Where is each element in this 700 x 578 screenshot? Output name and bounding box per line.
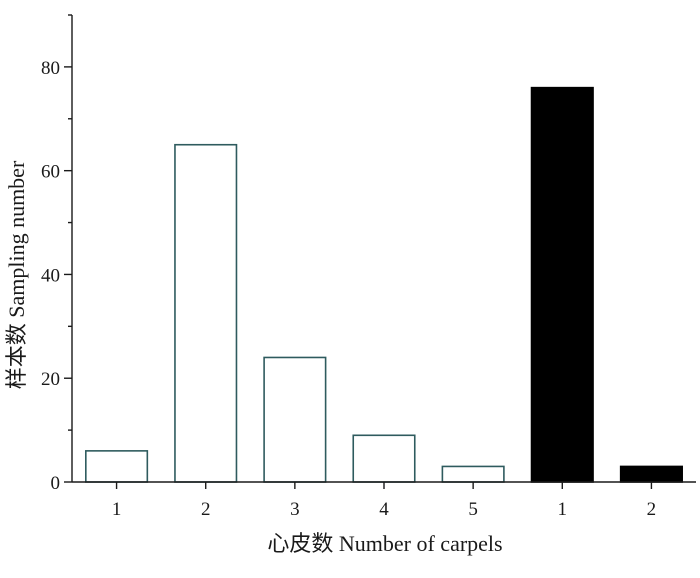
y-tick-label: 60 — [41, 162, 60, 183]
x-tick-label: 2 — [647, 499, 657, 520]
bars — [85, 86, 683, 483]
bar — [530, 86, 594, 483]
x-tick-label: 1 — [112, 499, 122, 520]
bar — [174, 143, 238, 483]
y-axis-tick-labels: 0 20 40 60 80 — [41, 58, 60, 494]
x-axis-tick-labels: 1 2 3 4 5 1 2 — [112, 499, 656, 520]
x-axis-ticks — [115, 482, 653, 489]
y-axis-label: 样本数 Sampling number — [4, 160, 29, 389]
y-tick-label: 0 — [51, 473, 61, 494]
bar — [352, 434, 416, 483]
x-tick-label: 2 — [201, 499, 211, 520]
y-tick-label: 40 — [41, 265, 60, 286]
x-tick-label: 1 — [558, 499, 568, 520]
y-tick-label: 20 — [41, 369, 60, 390]
x-tick-label: 5 — [468, 499, 478, 520]
bar — [619, 465, 683, 483]
y-tick-label: 80 — [41, 58, 60, 79]
x-axis-label: 心皮数 Number of carpels — [267, 531, 502, 556]
bar — [85, 450, 149, 483]
y-axis-major-ticks — [64, 66, 72, 483]
bar — [441, 465, 505, 483]
x-tick-label: 3 — [290, 499, 300, 520]
bar — [263, 356, 327, 483]
x-tick-label: 4 — [379, 499, 389, 520]
